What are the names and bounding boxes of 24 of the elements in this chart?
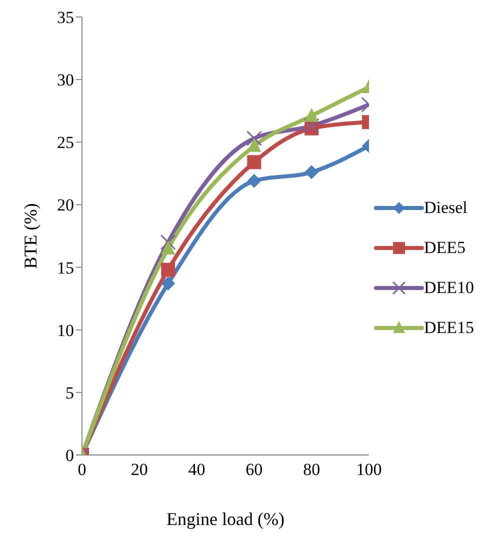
y-tick-label: 25 [57, 133, 74, 152]
point [246, 130, 262, 146]
x-tick-label: 60 [246, 460, 263, 480]
x-tick-label: 100 [356, 460, 382, 480]
x-tick-label: 0 [78, 460, 86, 480]
point [247, 155, 262, 170]
point [247, 174, 262, 188]
legend-label: DEE15 [424, 318, 474, 338]
y-tick-label: 15 [57, 258, 74, 278]
y-tick-label: 0 [66, 446, 74, 466]
y-axis-title: BTE (%) [20, 203, 40, 269]
y-tick-label: 30 [57, 70, 74, 90]
x-tick-label: 80 [303, 460, 320, 480]
y-tick-label: 35 [57, 8, 74, 28]
legend-label: DEE5 [424, 238, 466, 258]
y-tick-label: 10 [57, 320, 74, 340]
legend-label: DEE10 [424, 278, 474, 298]
legend-label: Diesel [424, 198, 468, 218]
point [247, 138, 262, 152]
x-tick-label: 20 [130, 460, 148, 480]
y-tick-label: 5 [66, 383, 74, 402]
y-tick-label: 20 [57, 196, 74, 215]
x-axis-title: Engine load (%) [166, 509, 284, 529]
x-tick-label: 40 [188, 460, 206, 480]
